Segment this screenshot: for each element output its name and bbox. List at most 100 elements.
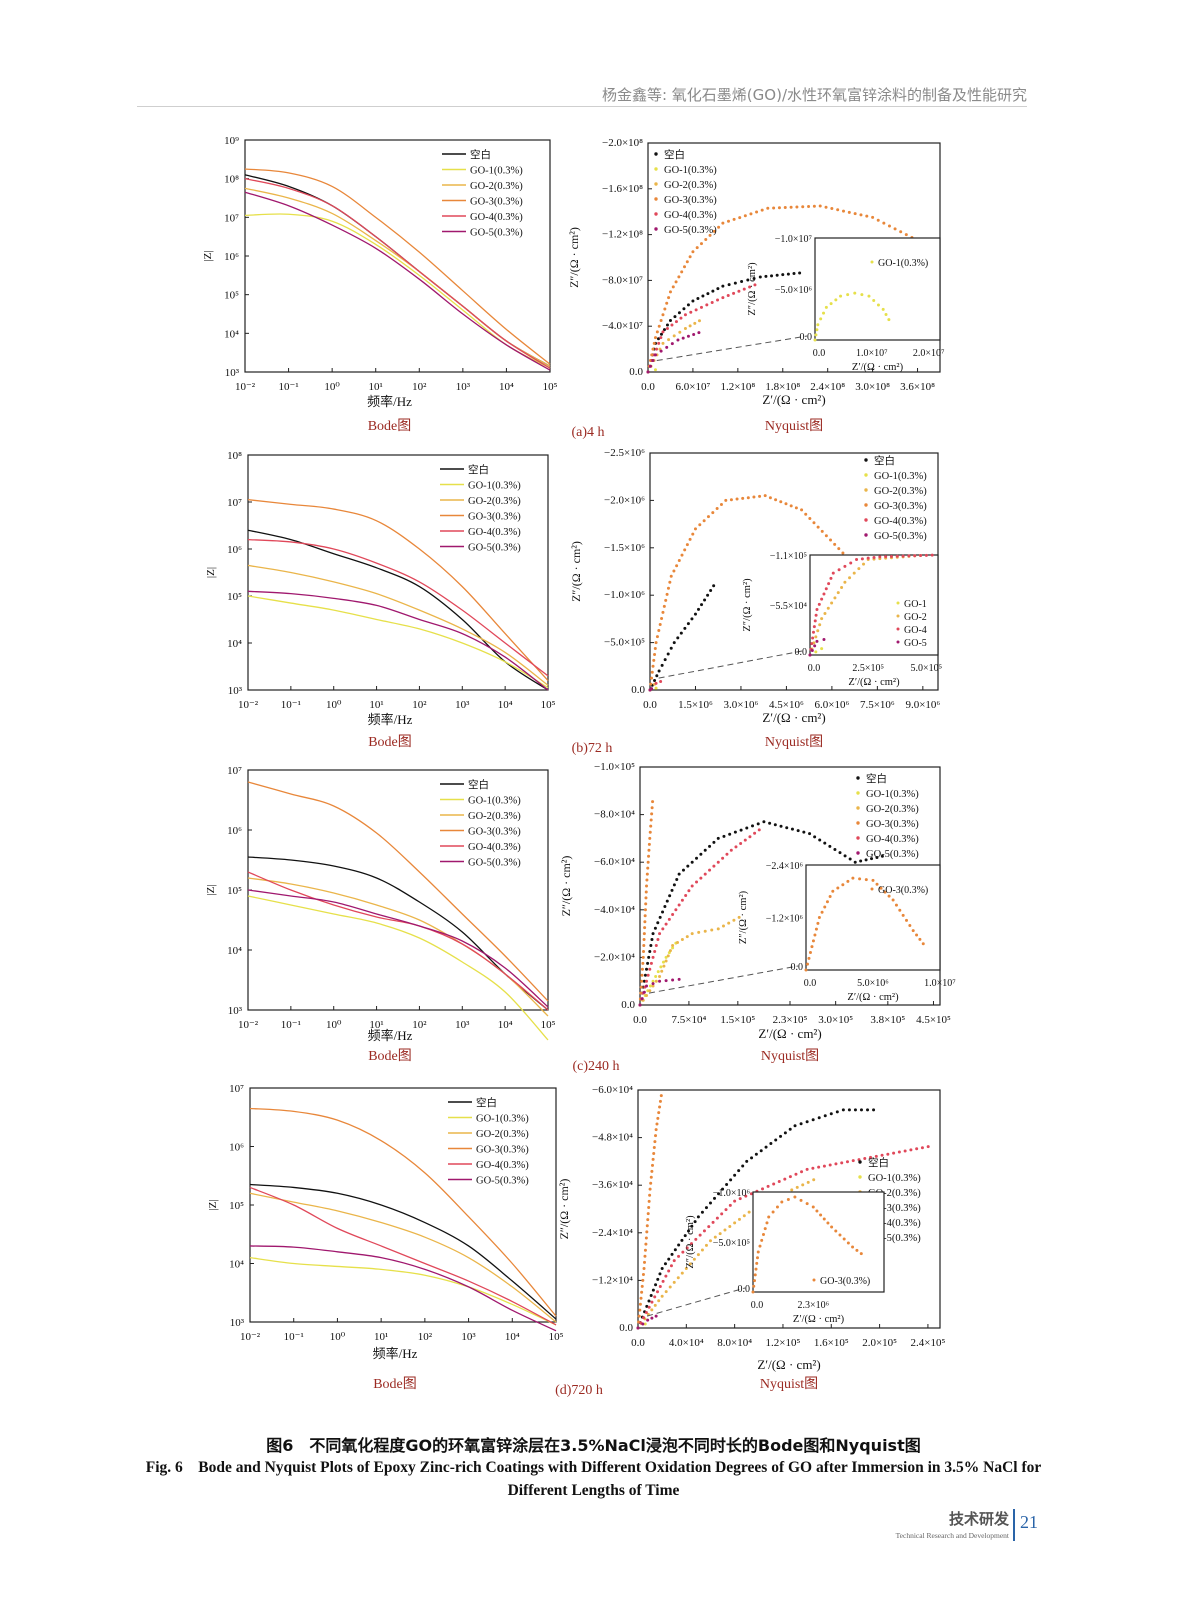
legend-label: GO-5(0.3%) [664,225,717,236]
inset-point-0 [823,905,827,909]
point-3 [663,307,667,311]
point-3 [717,225,721,229]
point-4 [681,1250,685,1254]
point-5 [671,978,675,982]
point-3 [660,616,664,620]
point-0 [680,1238,684,1242]
point-0 [853,860,857,864]
point-3 [648,1193,652,1197]
point-0 [785,826,789,830]
point-4 [720,1212,724,1216]
point-0 [696,1215,700,1219]
x-tick-label: 10⁵ [543,381,558,393]
point-4 [783,1177,787,1181]
series-line-5 [247,590,549,691]
point-0 [717,1192,721,1196]
point-3 [683,265,686,269]
legend-label: GO-4(0.3%) [476,1160,529,1171]
point-0 [799,1122,803,1126]
point-3 [647,854,651,858]
inset-point-0 [758,1244,762,1248]
x-tick-label: 1.5×10⁶ [678,699,713,711]
point-3 [795,205,799,209]
inset-point-2 [811,636,815,640]
point-0 [739,828,743,832]
inset-point-1 [862,562,866,566]
inset-point-0 [853,291,857,295]
inset-point-0 [879,886,883,890]
point-0 [811,1118,815,1122]
nyquist-caption: Nyquist图 [765,735,823,750]
legend-label: GO-2(0.3%) [468,496,521,507]
point-4 [684,894,688,898]
inset-point-2 [815,608,819,612]
point-3 [658,1105,662,1109]
inset-point-1 [814,635,818,639]
legend-label: GO-2(0.3%) [664,180,717,191]
x-tick-label: 10⁻² [235,381,256,393]
x-tick-label: 10⁴ [505,1331,520,1343]
series-line-3 [247,499,549,682]
point-4 [726,293,730,297]
point-0 [690,617,694,621]
point-3 [789,504,793,508]
inset-point-0 [898,908,902,912]
point-3 [702,519,706,523]
point-4 [654,681,658,685]
point-2 [723,1228,727,1232]
point-0 [872,1108,876,1112]
nyquist-caption: Nyquist图 [760,1377,818,1392]
inset-point-3 [813,644,817,648]
point-2 [680,938,684,942]
point-3 [841,551,845,555]
inset-y-tick-label: −1.0×10⁷ [775,234,813,245]
point-3 [655,1122,659,1126]
point-3 [732,217,736,221]
point-2 [666,954,670,958]
inset-legend-label: GO-4 [904,625,927,636]
inset-frame [805,864,941,971]
point-2 [737,1217,741,1221]
point-5 [648,364,652,368]
point-2 [651,984,655,988]
point-0 [668,318,672,322]
x-tick-label: 7.5×10⁶ [860,699,895,711]
legend-marker [864,458,868,462]
series-line-5 [247,889,549,1008]
point-3 [654,641,658,645]
inset-point-0 [851,1245,855,1249]
point-4 [680,898,684,902]
legend-marker [864,503,868,507]
inset-point-1 [836,591,840,595]
x-tick-label: 10³ [455,1019,470,1031]
x-tick-label: 3.8×10⁵ [870,1014,905,1026]
inset-point-2 [855,558,859,562]
point-4 [647,1305,651,1309]
inset-point-0 [761,1233,765,1236]
y-tick-label: 10⁷ [227,765,242,777]
point-0 [741,1164,745,1168]
x-tick-label: 10⁻² [238,1019,259,1031]
point-3 [768,496,772,500]
bode-plot: 10⁻² 10⁻¹ 10⁰ 10¹ 10² 10³ 10⁴ 10⁵ 10³ 10⁴ 10⁵ 10⁶ 10… [205,450,556,750]
inset-point-0 [815,1209,819,1213]
point-3 [800,508,804,512]
point-0 [672,641,676,645]
point-0 [703,848,707,852]
point-0 [663,905,667,909]
point-4 [705,303,709,307]
inset-point-2 [837,568,841,572]
inset-legend-label: GO-3(0.3%) [878,885,928,896]
x-tick-label: 10⁰ [330,1331,346,1343]
point-0 [829,1112,833,1116]
y-tick-label: −2.0×10⁸ [602,137,643,149]
point-3 [638,1308,642,1312]
plot-frame [637,1089,941,1329]
point-3 [691,532,695,536]
point-0 [679,631,683,635]
x-tick-label: 0.0 [643,699,657,711]
point-0 [651,932,655,936]
point-0 [672,883,676,887]
point-2 [676,941,679,945]
point-1 [654,974,658,978]
